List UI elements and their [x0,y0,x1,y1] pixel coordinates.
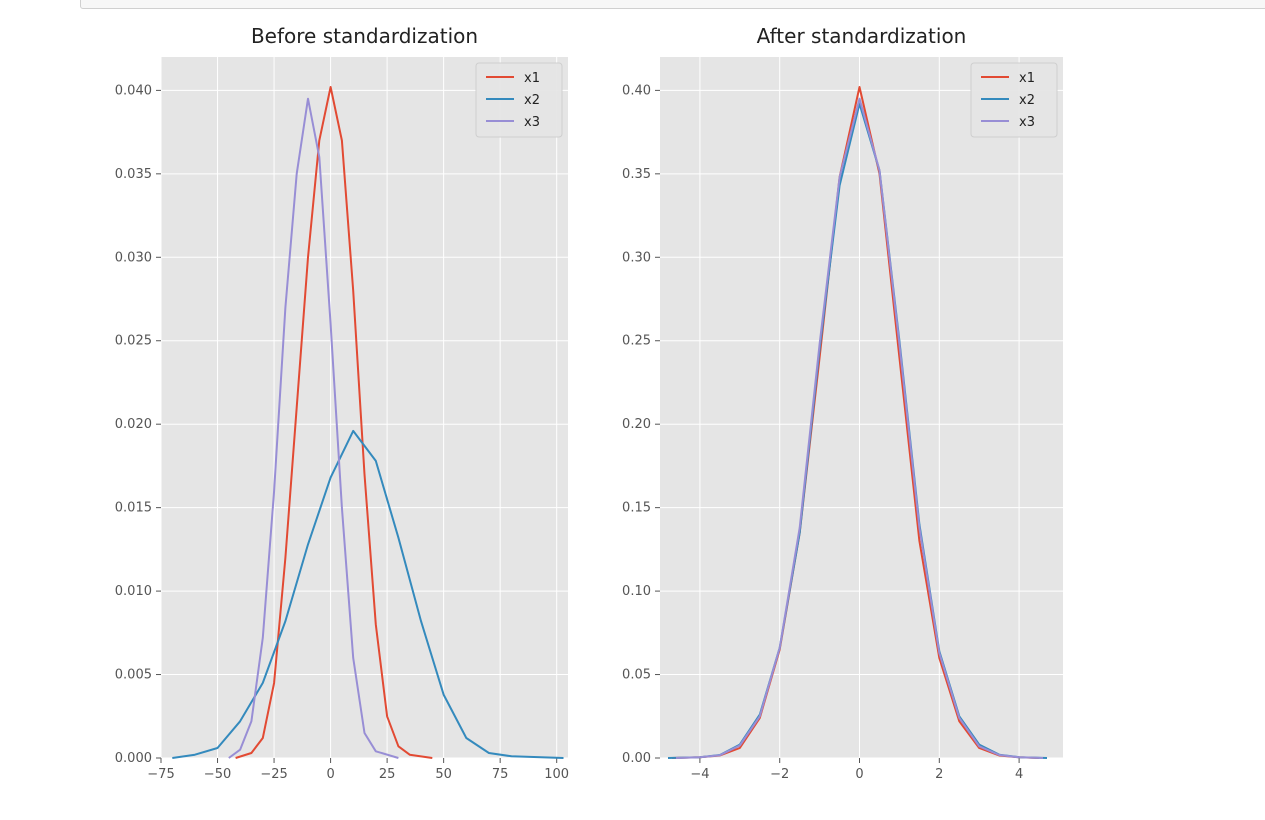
series-line-x1 [671,86,1040,759]
x-tick-label: −50 [204,767,231,782]
y-tick-label: 0.35 [622,167,651,182]
y-tick-label: 0.40 [622,83,651,98]
y-tick-label: 0.10 [622,584,651,599]
legend: x1 x2 x3 [475,62,563,138]
y-tick-label: 0.040 [115,83,152,98]
x-tick-label: −2 [770,767,789,782]
x-tick-label: −4 [690,767,709,782]
series-line-x2 [172,429,564,759]
y-tick-label: 0.000 [115,751,152,766]
x-tick-label: 4 [1015,767,1023,782]
x-tick-label: 50 [435,767,452,782]
y-tick-label: 0.30 [622,250,651,265]
chart-after: 0.00 0.05 0.10 0.15 0.20 0.25 0.30 0.35 0.40 −4 −2… [622,24,1063,782]
chart-title: Before standardization [251,24,478,48]
notebook-cell-border [80,0,1265,9]
legend-box [970,62,1058,138]
plot-area [660,57,1063,758]
x-tick-label: 25 [379,767,396,782]
y-tick-label: 0.035 [115,167,152,182]
plot-area [161,57,568,758]
chart-before: 0.000 0.005 0.010 0.015 0.020 0.025 0.030 0.035… [115,24,569,782]
y-tick-label: 0.030 [115,250,152,265]
series-line-x3 [228,97,399,759]
y-tick-label: 0.20 [622,417,651,432]
y-tick-label: 0.010 [115,584,152,599]
y-tick-label: 0.005 [115,668,152,683]
y-tick-label: 0.00 [622,751,651,766]
x-tick-label: 0 [326,767,334,782]
legend-label-x1: x1 [1019,71,1035,86]
legend-label-x3: x3 [1019,115,1035,130]
legend-label-x1: x1 [524,71,540,86]
y-tick-label: 0.020 [115,417,152,432]
y-tick-label: 0.025 [115,334,152,349]
x-tick-label: 2 [935,767,943,782]
x-tick-label: −75 [147,767,174,782]
series-line-x3 [675,97,1044,759]
y-tick-label: 0.25 [622,334,651,349]
x-tick-label: 75 [492,767,509,782]
x-tick-label: 0 [855,767,863,782]
legend-label-x2: x2 [524,93,540,108]
legend: x1 x2 x3 [970,62,1058,138]
x-tick-label: −25 [260,767,287,782]
y-tick-label: 0.015 [115,501,152,516]
chart-title: After standardization [757,24,967,48]
x-tick-label: 100 [544,767,569,782]
y-tick-label: 0.15 [622,501,651,516]
legend-label-x3: x3 [524,115,540,130]
y-tick-label: 0.05 [622,668,651,683]
legend-box [475,62,563,138]
legend-label-x2: x2 [1019,93,1035,108]
series-line-x1 [235,86,433,759]
